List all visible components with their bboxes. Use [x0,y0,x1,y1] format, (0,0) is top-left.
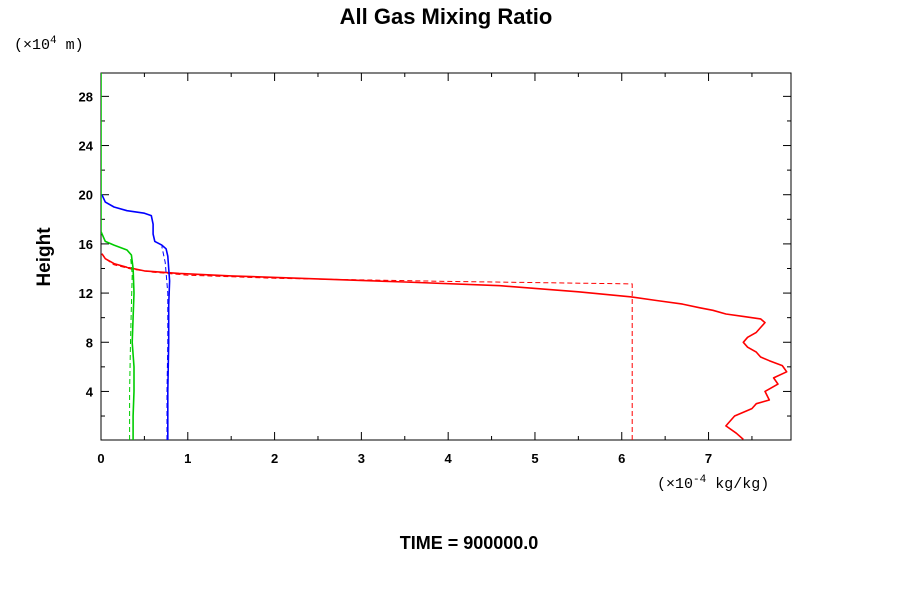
y-axis-unit: (×104 m) [14,35,84,54]
x-tick-label: 3 [358,451,365,466]
y-tick-label: 4 [86,384,94,399]
x-tick-label: 7 [705,451,712,466]
series-line-5 [101,73,135,440]
y-tick-label: 8 [86,335,93,350]
x-tick-label: 5 [531,451,538,466]
y-axis-title: Height [34,227,55,287]
series-line-1 [101,253,788,440]
y-tick-label: 24 [79,139,94,154]
x-axis-unit-exponent: -4 [693,474,707,486]
y-tick-label: 16 [79,237,93,252]
footer-time: TIME = 900000.0 [400,533,539,553]
y-tick-label: 12 [79,286,93,301]
x-tick-label: 1 [184,451,191,466]
x-tick-label: 4 [445,451,453,466]
plot-frame [100,72,792,441]
x-tick-label: 6 [618,451,625,466]
series-line-2 [101,253,633,440]
series-line-3 [101,194,171,440]
x-tick-label: 0 [97,451,104,466]
y-tick-label: 20 [79,188,93,203]
x-tick-label: 2 [271,451,278,466]
y-axis-unit-exponent: 4 [50,35,57,47]
series-line-4 [161,246,169,440]
series-line-6 [129,256,133,440]
y-tick-label: 28 [79,89,93,104]
x-axis-unit: (×10-4 kg/kg) [657,474,769,493]
chart-title: All Gas Mixing Ratio [340,4,553,29]
